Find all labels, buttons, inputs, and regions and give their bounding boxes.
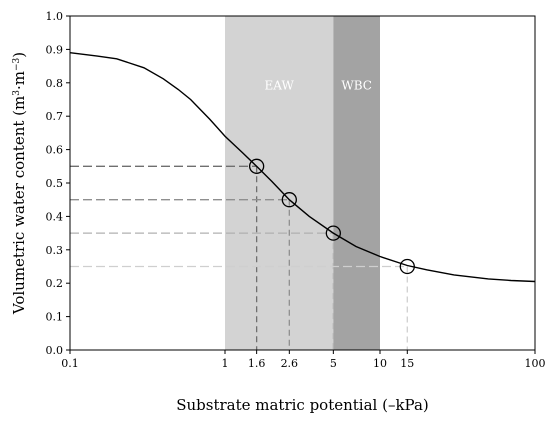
x-tick-label: 1.6: [248, 357, 266, 370]
x-tick-label: 5: [330, 357, 337, 370]
y-axis-title-main: Volumetric water content (m: [10, 96, 28, 315]
band-wbc: [333, 16, 380, 350]
y-axis-title-sup2: −3: [12, 57, 22, 71]
data-points: [248, 158, 415, 275]
data-point: [281, 192, 297, 208]
y-tick-label: 0.6: [46, 144, 64, 157]
y-tick-label: 0.1: [46, 311, 64, 324]
x-tick-label: 100: [525, 357, 546, 370]
x-axis-ticks: 0.1 1 1.6 2.6 5 10 15 100: [61, 350, 546, 370]
guide-lines: [70, 165, 408, 350]
x-axis-title: Substrate matric potential (–kPa): [176, 396, 429, 414]
y-axis-title-sup1: 3: [12, 90, 22, 96]
band-label-eaw: EAW: [265, 78, 295, 92]
x-tick-label: 15: [400, 357, 414, 370]
y-tick-label: 0.4: [46, 210, 64, 223]
x-tick-label: 0.1: [61, 357, 79, 370]
y-axis-title-mid: ·m: [10, 71, 28, 90]
band-eaw: [225, 16, 334, 350]
data-point: [399, 258, 415, 275]
x-tick-label: 2.6: [281, 357, 299, 370]
y-tick-label: 0.5: [46, 177, 64, 190]
y-tick-label: 0.9: [46, 43, 64, 56]
data-point: [325, 225, 341, 241]
y-axis-title-end: ): [10, 52, 28, 58]
y-tick-label: 0.0: [46, 344, 64, 357]
data-point: [248, 158, 265, 174]
y-tick-label: 0.3: [46, 244, 64, 257]
y-tick-label: 0.7: [46, 110, 64, 123]
y-axis-ticks: 0.0 0.1 0.2 0.3 0.4 0.5 0.6 0.7 0.8 0.9 1.0: [46, 10, 70, 357]
x-tick-label: 1: [222, 357, 229, 370]
y-axis-title: Volumetric water content (m3·m−3): [10, 52, 28, 315]
retention-curve: [69, 52, 536, 283]
y-tick-label: 1.0: [46, 10, 64, 23]
x-tick-label: 10: [373, 357, 387, 370]
band-label-wbc: WBC: [341, 78, 372, 92]
bands: EAW WBC: [225, 16, 380, 350]
y-tick-label: 0.2: [46, 277, 64, 290]
y-tick-label: 0.8: [46, 77, 64, 90]
